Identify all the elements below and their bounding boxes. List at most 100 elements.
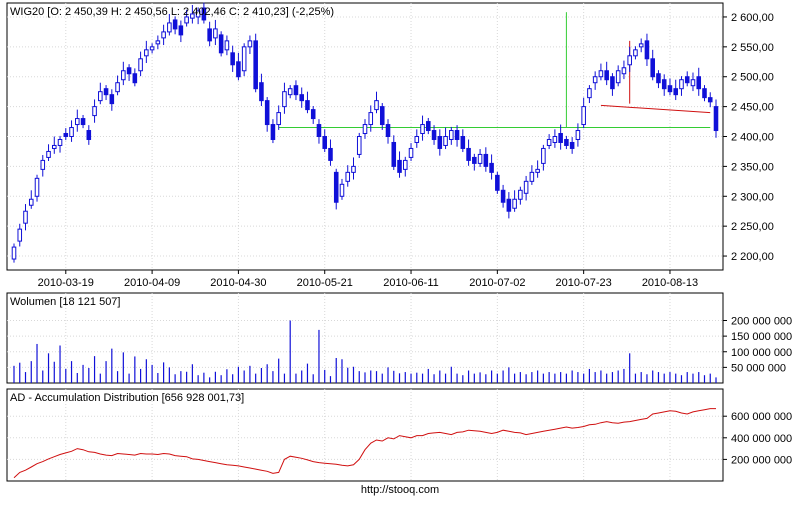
candle-body: [178, 25, 184, 36]
candle-body: [63, 133, 69, 138]
ad-tick-label: 400 000 000: [731, 433, 792, 445]
candle-body: [546, 138, 552, 146]
price-legend: WIG20 [O: 2 450,39 H: 2 450,56 L: 2 402,…: [10, 6, 334, 18]
candle-body: [575, 130, 581, 140]
candle-body: [264, 100, 270, 126]
candle-body: [449, 130, 454, 140]
candle-body: [604, 70, 609, 81]
candle-body: [650, 58, 655, 78]
candle-body: [391, 141, 397, 167]
ad-legend: AD - Accumulation Distribution [656 928 …: [10, 392, 244, 404]
ad-tick-label: 200 000 000: [731, 454, 792, 466]
candle-body: [569, 141, 575, 149]
date-tick-label: 2010-08-13: [642, 277, 698, 289]
candle-body: [523, 180, 529, 194]
candle-body: [328, 147, 333, 161]
candle-body: [581, 106, 586, 126]
candles: [11, 2, 719, 263]
candle-body: [500, 189, 506, 203]
price-tick-label: 2 200,00: [731, 251, 774, 263]
candle-body: [397, 159, 402, 173]
candle-body: [362, 124, 368, 135]
candle-body: [667, 85, 673, 93]
candle-body: [293, 85, 299, 96]
candle-body: [707, 97, 713, 103]
candle-body: [172, 19, 178, 30]
candle-body: [713, 106, 719, 132]
price-tick-label: 2 300,00: [731, 191, 774, 203]
candle-body: [51, 144, 57, 149]
volume-y-ticks: 50 000 000 100 000 000 150 000 000 200 000 …: [723, 316, 792, 374]
candle-body: [184, 16, 189, 24]
volume-tick-label: 150 000 000: [731, 331, 792, 343]
candle-body: [241, 46, 247, 72]
price-tick-label: 2 250,00: [731, 221, 774, 233]
price-tick-label: 2 600,00: [731, 12, 774, 24]
candle-body: [466, 147, 471, 161]
candle-body: [17, 228, 23, 242]
ad-grid: [7, 389, 723, 481]
date-tick-label: 2010-06-11: [383, 277, 438, 289]
candle-body: [190, 13, 195, 19]
date-tick-label: 2010-03-19: [38, 277, 94, 289]
candle-body: [282, 91, 287, 108]
candle-body: [518, 189, 523, 200]
candle-body: [351, 165, 356, 173]
date-tick-label: 2010-07-02: [469, 277, 525, 289]
candle-body: [195, 10, 201, 18]
volume-bars: [13, 320, 717, 383]
volume-grid: [7, 293, 723, 383]
date-tick-label: 2010-05-21: [297, 277, 353, 289]
price-tick-label: 2 450,00: [731, 102, 774, 114]
candle-body: [587, 88, 592, 99]
candle-body: [552, 136, 558, 143]
candle-body: [115, 82, 120, 93]
trend-annotations: [278, 12, 711, 129]
candle-body: [506, 198, 512, 212]
candle-body: [299, 94, 304, 102]
candle-body: [11, 246, 17, 260]
candle-body: [247, 40, 253, 48]
date-tick-label: 2010-04-30: [210, 277, 266, 289]
candle-body: [679, 79, 684, 90]
ad-line: [13, 408, 716, 479]
candle-body: [155, 40, 161, 45]
candle-body: [477, 153, 483, 164]
ad-y-ticks: 200 000 000 400 000 000 600 000 000: [723, 411, 792, 466]
candle-body: [408, 147, 414, 158]
candle-body: [126, 67, 132, 75]
candle-body: [287, 88, 293, 96]
candle-body: [218, 34, 224, 54]
candle-body: [529, 171, 535, 182]
candle-body: [356, 136, 362, 155]
candle-body: [512, 198, 517, 209]
candle-body: [426, 121, 431, 132]
candle-body: [230, 52, 235, 66]
price-tick-label: 2 550,00: [731, 42, 774, 54]
candle-body: [644, 40, 650, 60]
price-tick-label: 2 350,00: [731, 161, 774, 173]
candle-body: [489, 162, 494, 173]
candle-body: [253, 40, 258, 90]
candle-body: [702, 88, 707, 99]
volume-tick-label: 50 000 000: [731, 362, 786, 374]
red-trend-line: [600, 104, 711, 114]
candle-body: [564, 138, 569, 146]
candle-body: [633, 49, 638, 57]
price-y-ticks: 2 200,00 2 250,00 2 300,00 2 350,00 2 400,00…: [723, 12, 774, 263]
ad-line-series: [13, 408, 716, 479]
source-link[interactable]: http://stooq.com: [360, 484, 440, 496]
candle-body: [656, 73, 661, 84]
candle-body: [541, 147, 546, 164]
ad-tick-label: 600 000 000: [731, 411, 792, 423]
candle-body: [103, 88, 109, 96]
candle-body: [138, 58, 143, 72]
candle-body: [339, 183, 345, 197]
date-x-ticks: 2010-03-19 2010-04-09 2010-04-30 2010-05-21…: [38, 270, 698, 289]
volume-panel-frame: [6, 292, 724, 384]
candle-body: [690, 79, 696, 87]
candle-body: [75, 118, 80, 126]
volume-legend: Wolumen [18 121 507]: [10, 296, 120, 308]
